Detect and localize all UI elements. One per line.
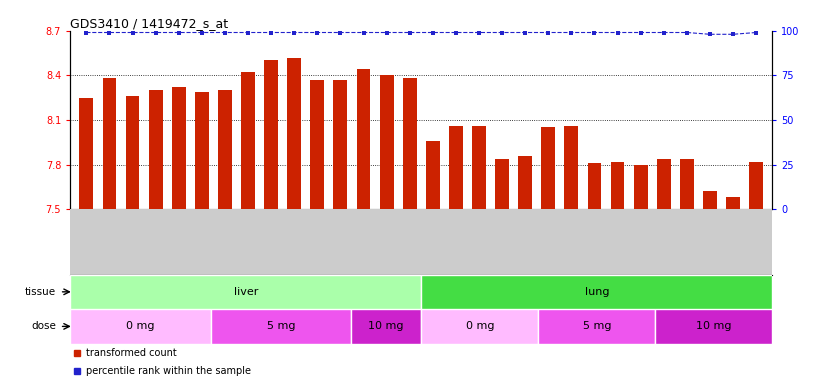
Text: tissue: tissue (25, 287, 56, 297)
Bar (610, 162, 624, 209)
Bar (539, 309, 655, 344)
Text: 0 mg: 0 mg (466, 321, 494, 331)
Bar (564, 126, 578, 209)
Bar (403, 78, 416, 209)
Bar (380, 75, 393, 209)
Bar (587, 163, 601, 209)
Bar (126, 96, 140, 209)
Bar (634, 165, 648, 209)
Bar (726, 197, 740, 209)
Bar (749, 162, 763, 209)
Bar (70, 309, 211, 344)
Bar (703, 191, 717, 209)
Text: GDS3410 / 1419472_s_at: GDS3410 / 1419472_s_at (70, 17, 228, 30)
Bar (70, 275, 421, 309)
Bar (472, 126, 486, 209)
Bar (518, 156, 532, 209)
Bar (449, 126, 463, 209)
Bar (657, 159, 671, 209)
Text: dose: dose (31, 321, 56, 331)
Bar (680, 159, 694, 209)
Bar (218, 90, 232, 209)
Bar (264, 60, 278, 209)
Bar (211, 309, 351, 344)
Bar (195, 92, 209, 209)
Text: 0 mg: 0 mg (126, 321, 154, 331)
Bar (334, 80, 348, 209)
Bar (357, 70, 370, 209)
Text: transformed count: transformed count (86, 348, 177, 358)
Bar (421, 309, 539, 344)
Bar (172, 87, 186, 209)
Bar (426, 141, 439, 209)
Bar (655, 309, 772, 344)
Bar (102, 78, 116, 209)
Bar (287, 58, 301, 209)
Text: lung: lung (585, 287, 609, 297)
Bar (79, 98, 93, 209)
Bar (351, 309, 421, 344)
Text: percentile rank within the sample: percentile rank within the sample (86, 366, 250, 376)
Bar (421, 275, 772, 309)
Text: 5 mg: 5 mg (582, 321, 611, 331)
Bar (241, 72, 255, 209)
Bar (311, 80, 325, 209)
Bar (541, 127, 555, 209)
Text: 5 mg: 5 mg (267, 321, 295, 331)
Bar (149, 90, 163, 209)
Text: 10 mg: 10 mg (696, 321, 732, 331)
Text: liver: liver (234, 287, 258, 297)
Text: 10 mg: 10 mg (368, 321, 404, 331)
Bar (495, 159, 509, 209)
